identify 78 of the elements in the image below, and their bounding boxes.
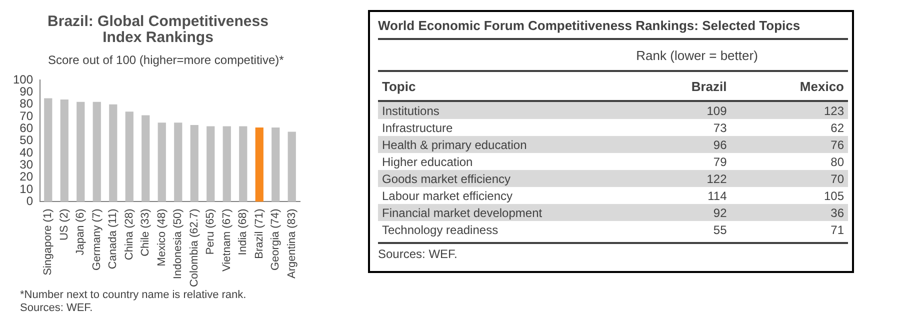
data-label: 105 bbox=[822, 188, 845, 204]
x-tick-label: Indonesia (50) bbox=[172, 208, 184, 280]
category-label: Institutions bbox=[381, 102, 440, 119]
text: Mexico bbox=[798, 78, 845, 96]
chart-title: Brazil: Global Competitiveness Index Rankings bbox=[46, 13, 270, 46]
bar bbox=[60, 99, 68, 202]
data-label: 36 bbox=[830, 204, 845, 221]
bar bbox=[222, 126, 231, 202]
text: *Number next to country name is relative rank. bbox=[20, 289, 246, 302]
text: World Economic Forum Competitiveness Rankings: Selected Topics bbox=[378, 18, 848, 40]
x-tick-label: Germany (7) bbox=[90, 208, 103, 270]
data-label: 80 bbox=[830, 154, 845, 170]
x-tick-label: Japan (6) bbox=[74, 208, 87, 256]
bar bbox=[44, 98, 52, 202]
data-label: 55 bbox=[712, 222, 728, 238]
x-tick-label: China (28) bbox=[123, 208, 136, 260]
data-label: 96 bbox=[712, 136, 728, 153]
y-tick-label: 70 bbox=[20, 108, 34, 123]
x-tick-label: Canada (11) bbox=[107, 208, 120, 270]
bar bbox=[206, 126, 215, 202]
data-label: 76 bbox=[830, 136, 845, 153]
x-tick-label: US (2) bbox=[58, 208, 70, 241]
bar bbox=[158, 122, 166, 202]
x-tick-label: Singapore (1) bbox=[42, 208, 54, 276]
data-label: 114 bbox=[706, 188, 728, 204]
bar bbox=[174, 122, 182, 202]
bar bbox=[125, 112, 134, 202]
data-label: 122 bbox=[706, 170, 728, 187]
text: Topic bbox=[381, 78, 417, 96]
x-tick-label: Vietnam (67) bbox=[220, 208, 233, 272]
data-label: 79 bbox=[712, 154, 728, 170]
y-tick-label: 40 bbox=[20, 145, 34, 160]
bar bbox=[239, 126, 248, 202]
category-label: Technology readiness bbox=[381, 222, 500, 238]
bar bbox=[92, 102, 101, 202]
category-label: Higher education bbox=[381, 154, 474, 170]
data-label: 71 bbox=[830, 222, 845, 238]
y-tick-label: 80 bbox=[20, 96, 34, 111]
bar bbox=[142, 115, 150, 202]
bar bbox=[190, 125, 198, 202]
category-label: Financial market development bbox=[381, 204, 544, 221]
data-label: 70 bbox=[830, 170, 845, 187]
bar bbox=[109, 104, 118, 202]
x-tick-label: Colombia (62.7) bbox=[188, 208, 200, 288]
text: Rank (lower = better) bbox=[635, 46, 759, 65]
y-axis-title: Score out of 100 (higher=more competitive)* bbox=[48, 53, 284, 67]
y-tick-label: 100 bbox=[12, 72, 34, 86]
bar bbox=[288, 132, 296, 202]
source-note: Sources: WEF. bbox=[20, 302, 94, 315]
y-tick-label: 10 bbox=[20, 182, 34, 196]
x-tick-label: Brazil (71) bbox=[253, 208, 266, 259]
y-tick-label: 90 bbox=[20, 84, 34, 98]
data-label: 123 bbox=[822, 102, 845, 119]
x-tick-label: Peru (65) bbox=[204, 208, 217, 255]
data-label: 109 bbox=[706, 102, 728, 119]
y-tick-label: 30 bbox=[20, 158, 34, 172]
category-label: Labour market efficiency bbox=[381, 188, 514, 204]
category-label: Infrastructure bbox=[381, 120, 454, 136]
data-label: 62 bbox=[830, 120, 845, 136]
y-tick-label: 50 bbox=[20, 133, 34, 148]
y-tick-label: 0 bbox=[26, 194, 34, 208]
category-label: Health & primary education bbox=[381, 136, 528, 153]
source-note: Sources: WEF. bbox=[378, 247, 458, 261]
x-tick-label: Georgia (74) bbox=[270, 208, 282, 271]
bar bbox=[76, 102, 85, 202]
bar bbox=[255, 127, 264, 202]
bar bbox=[272, 127, 280, 202]
x-tick-label: Argentina (83) bbox=[286, 208, 298, 278]
y-tick-label: 20 bbox=[20, 170, 34, 184]
x-tick-label: India (68) bbox=[237, 208, 250, 256]
x-tick-label: Chile (33) bbox=[140, 208, 152, 256]
series-label: Brazil bbox=[690, 78, 728, 96]
data-label: 73 bbox=[712, 120, 728, 136]
row-stripe: Financial market development 92 36 bbox=[378, 204, 848, 221]
x-tick-label: Mexico (48) bbox=[156, 208, 168, 266]
y-tick-label: 60 bbox=[20, 121, 34, 136]
data-label: 92 bbox=[712, 204, 728, 221]
category-label: Goods market efficiency bbox=[381, 170, 512, 187]
